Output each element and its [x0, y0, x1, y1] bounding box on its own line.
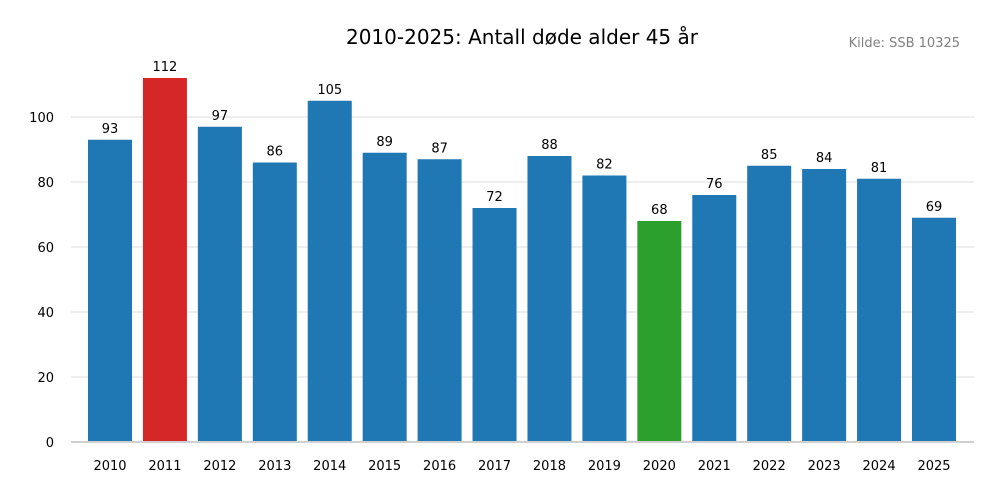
x-tick-label-2023: 2023 [808, 459, 841, 474]
x-tick-label-2018: 2018 [533, 459, 566, 474]
x-tick-label-2019: 2019 [588, 459, 621, 474]
x-tick-label-2025: 2025 [917, 459, 950, 474]
x-tick-label-2022: 2022 [753, 459, 786, 474]
x-tick-label-2013: 2013 [258, 459, 291, 474]
y-tick-label: 20 [37, 371, 54, 386]
y-tick-label: 0 [46, 436, 54, 451]
data-label-2015: 89 [376, 135, 393, 150]
data-label-2016: 87 [431, 141, 448, 156]
bar-2017 [472, 208, 517, 442]
x-tick-label-2010: 2010 [93, 459, 126, 474]
bar-2021 [692, 195, 737, 442]
x-axis: 2010 2011 2012 2013 2014 2015 2016 2017 2018 2019… [93, 459, 950, 474]
bar-2014 [307, 100, 352, 442]
bar-2022 [747, 165, 792, 442]
bar-2023 [802, 169, 847, 442]
y-tick-label: 40 [37, 306, 54, 321]
x-tick-label-2012: 2012 [203, 459, 236, 474]
x-tick-label-2015: 2015 [368, 459, 401, 474]
x-tick-label-2011: 2011 [148, 459, 181, 474]
bar-2010 [88, 139, 132, 442]
bar-2018 [527, 156, 572, 442]
bar-2011 [142, 78, 187, 442]
x-tick-label-2017: 2017 [478, 459, 511, 474]
source-label: Kilde: SSB 10325 [849, 36, 960, 51]
y-tick-label: 60 [37, 241, 54, 256]
y-tick-label: 100 [29, 111, 54, 126]
y-axis: 0 20 40 60 80 100 [29, 111, 54, 451]
bar-2020 [637, 221, 682, 442]
data-label-2025: 69 [926, 200, 943, 215]
x-tick-label-2020: 2020 [643, 459, 676, 474]
x-tick-label-2024: 2024 [863, 459, 896, 474]
data-labels: 93 112 97 86 105 89 87 72 88 82 68 76 85 84 81 69 [102, 60, 943, 218]
bar-2016 [417, 159, 462, 442]
bar-2019 [582, 175, 627, 442]
bar-2012 [197, 126, 242, 442]
y-tick-label: 80 [37, 176, 54, 191]
bar-2013 [252, 162, 297, 442]
bar-2015 [362, 152, 407, 442]
data-label-2011: 112 [153, 60, 178, 75]
x-tick-label-2021: 2021 [698, 459, 731, 474]
x-tick-label-2016: 2016 [423, 459, 456, 474]
data-label-2012: 97 [212, 109, 229, 124]
data-label-2018: 88 [541, 138, 558, 153]
data-label-2024: 81 [871, 161, 888, 176]
data-label-2014: 105 [317, 83, 342, 98]
data-label-2017: 72 [486, 190, 503, 205]
bar-2024 [857, 178, 902, 442]
bar-2025 [912, 217, 956, 442]
data-label-2019: 82 [596, 158, 613, 173]
data-label-2021: 76 [706, 177, 723, 192]
bars [88, 78, 956, 442]
data-label-2023: 84 [816, 151, 833, 166]
data-label-2020: 68 [651, 203, 668, 218]
x-tick-label-2014: 2014 [313, 459, 346, 474]
chart-title: 2010-2025: Antall døde alder 45 år [346, 25, 699, 49]
data-label-2022: 85 [761, 148, 778, 163]
data-label-2013: 86 [267, 145, 284, 160]
data-label-2010: 93 [102, 122, 119, 137]
